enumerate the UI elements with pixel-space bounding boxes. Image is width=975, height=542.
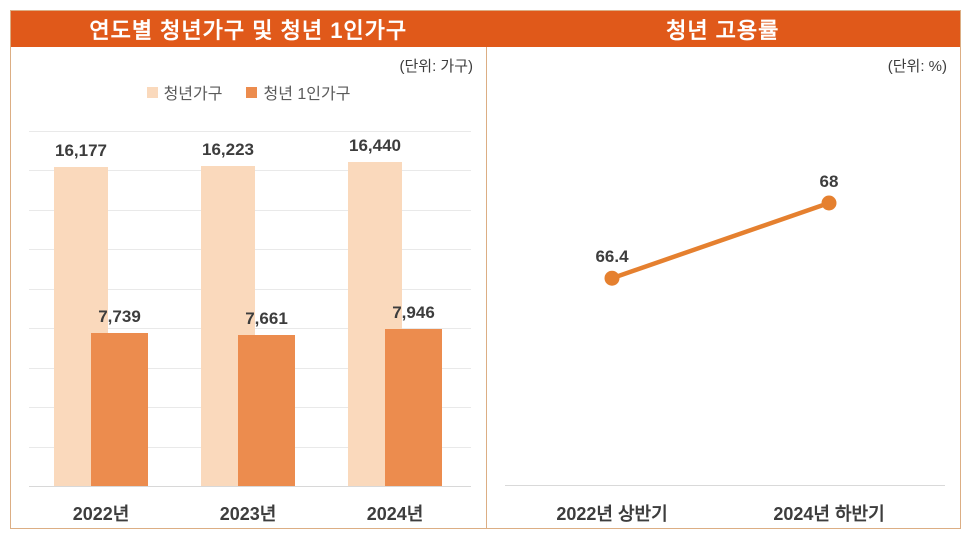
line-chart-panel: (단위: %) 66.4 2022년 상반기 68 2024년 하반기 [487,47,960,528]
bar-value-label: 7,739 [98,307,141,327]
trend-line-svg [604,195,837,286]
category-label: 2022년 [72,504,130,524]
line-chart-plot: 66.4 2022년 상반기 68 2024년 하반기 [487,47,960,528]
bar-value-label: 16,440 [349,135,401,155]
legend-label: 청년 1인가구 [263,86,351,103]
bar-chart-title: 연도별 청년가구 및 청년 1인가구 [11,11,486,47]
line-chart-unit-label: (단위: %) [887,58,947,75]
gridline [29,131,471,132]
trend-line [609,200,832,281]
legend-item-youth-single-households: 청년 1인가구 [246,80,350,104]
bar-chart-unit-label: (단위: 가구) [399,58,473,75]
legend-item-youth-households: 청년가구 [146,80,223,104]
category-label: 2024년 [366,504,424,524]
category-label: 2023년 [219,504,277,524]
bar-value-label: 16,223 [202,140,254,160]
point-value-label: 66.4 [595,247,629,267]
bar-value-label: 7,661 [245,308,288,328]
charts-body: (단위: 가구) 청년가구 청년 1인가구 16,177 7,739 2022년 16… [11,47,960,528]
bar-chart-panel: (단위: 가구) 청년가구 청년 1인가구 16,177 7,739 2022년 16… [11,47,486,528]
bar-segment [238,334,295,486]
bar-segment [385,329,442,486]
legend-label: 청년가구 [163,86,223,103]
bar-value-label: 16,177 [55,140,107,160]
axis-baseline [505,485,945,486]
bar-value-label: 7,946 [392,303,435,323]
legend-swatch-light-icon [146,86,158,98]
chart-frame: 연도별 청년가구 및 청년 1인가구 청년 고용률 (단위: 가구) 청년가구 … [10,10,961,529]
bar-segment [91,333,148,486]
gridline [29,486,471,487]
line-chart-title: 청년 고용률 [485,11,960,47]
data-point-marker [821,195,837,211]
category-label: 2022년 상반기 [556,504,668,524]
panel-divider [486,47,487,528]
header-row: 연도별 청년가구 및 청년 1인가구 청년 고용률 [11,11,960,47]
point-value-label: 68 [819,172,839,191]
data-point-marker [604,270,620,286]
bar-chart-legend: 청년가구 청년 1인가구 [11,80,486,104]
legend-swatch-dark-icon [246,86,258,98]
bar-chart-plot: 16,177 7,739 2022년 16,223 7,661 2023년 16,440 7,… [11,47,486,528]
category-label: 2024년 하반기 [773,504,885,524]
